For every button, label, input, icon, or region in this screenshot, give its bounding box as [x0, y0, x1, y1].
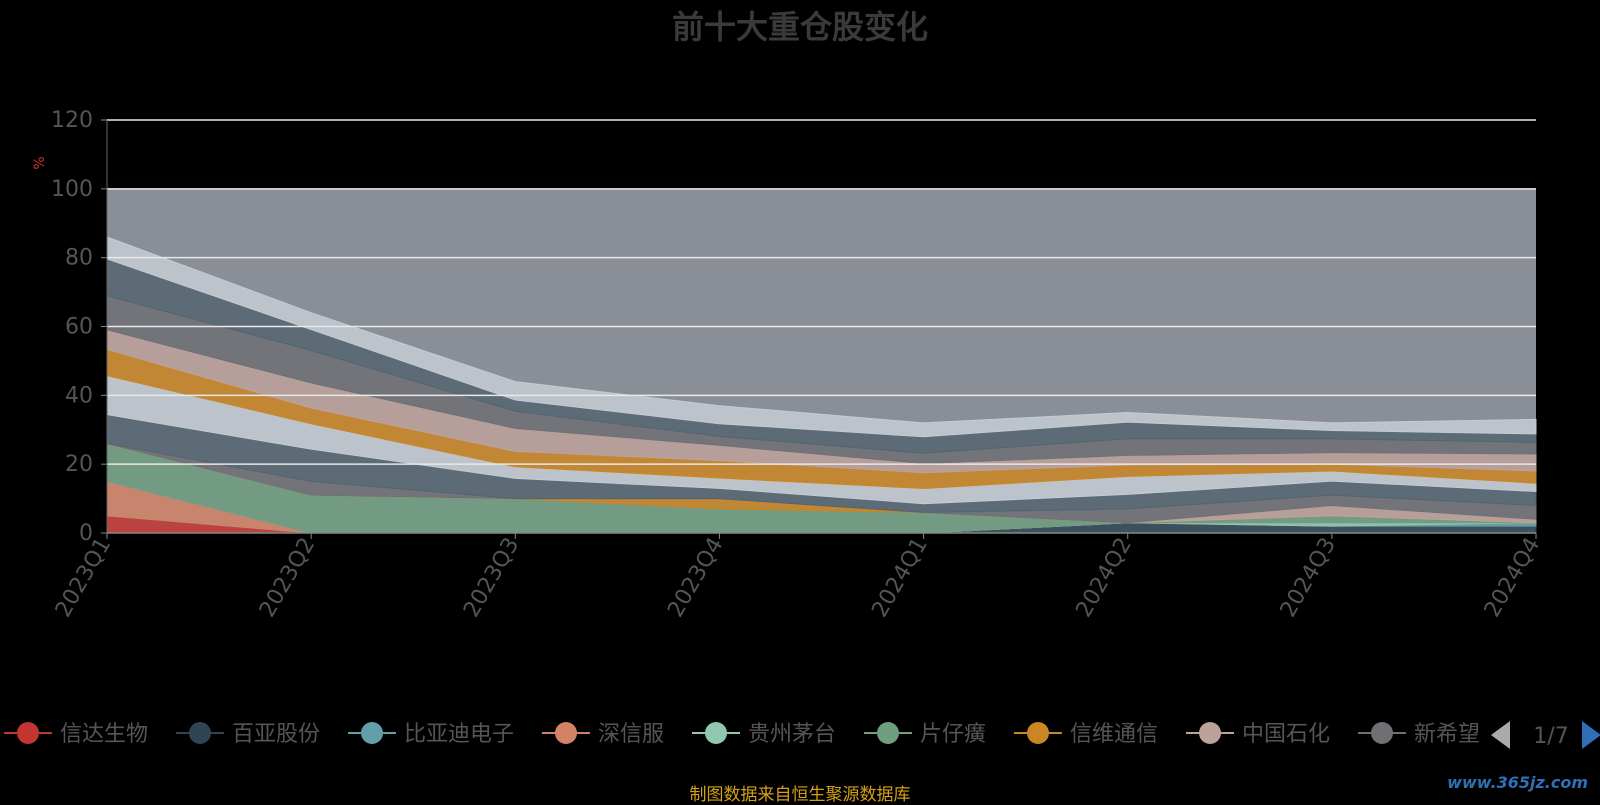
- x-tick-label: 2023Q1: [51, 534, 116, 622]
- legend-page-indicator: 1/7: [1533, 724, 1568, 749]
- legend-item[interactable]: 片仔癀: [864, 722, 986, 747]
- legend-item[interactable]: 百亚股份: [176, 722, 320, 747]
- legend-item[interactable]: 信达生物: [4, 722, 148, 747]
- x-tick-label: 2024Q4: [1480, 534, 1545, 622]
- legend-label: 信达生物: [60, 722, 148, 747]
- legend-prev-icon[interactable]: [1491, 721, 1510, 749]
- legend-item[interactable]: 比亚迪电子: [348, 722, 514, 747]
- x-tick-label: 2023Q4: [663, 534, 728, 622]
- area-series-group: [106, 236, 1537, 534]
- x-tick-label: 2024Q1: [867, 534, 932, 622]
- chart-title: 前十大重仓股变化: [672, 8, 928, 46]
- legend-item[interactable]: 贵州茅台: [692, 722, 836, 747]
- legend-label: 深信服: [598, 722, 664, 747]
- y-tick-label: 100: [51, 177, 93, 202]
- area-filler-6: [106, 236, 1537, 438]
- watermark: www.365jz.com: [1447, 773, 1588, 792]
- legend-label: 百亚股份: [232, 722, 320, 747]
- legend-marker: [555, 722, 577, 744]
- y-tick-label: 120: [51, 108, 93, 133]
- legend-label: 贵州茅台: [748, 722, 836, 747]
- legend-label: 信维通信: [1070, 722, 1158, 747]
- y-tick-label: 0: [79, 521, 93, 546]
- legend-marker: [17, 722, 39, 744]
- legend-marker: [1371, 722, 1393, 744]
- legend-label: 片仔癀: [920, 722, 986, 747]
- legend-item[interactable]: 新希望: [1358, 722, 1480, 747]
- x-tick-label: 2024Q3: [1276, 534, 1341, 622]
- x-tick-label: 2023Q2: [255, 534, 320, 622]
- legend-label: 比亚迪电子: [404, 722, 514, 747]
- legend: 信达生物 百亚股份 比亚迪电子 深信服 贵州茅台 片仔癀 信维通信 中国石化 新希望 1/7: [4, 721, 1600, 749]
- legend-marker: [361, 722, 383, 744]
- y-tick-label: 60: [65, 315, 93, 340]
- legend-next-icon[interactable]: [1582, 721, 1600, 749]
- legend-marker: [1199, 722, 1221, 744]
- legend-marker: [1027, 722, 1049, 744]
- legend-item[interactable]: 信维通信: [1014, 722, 1158, 747]
- y-tick-label: 40: [65, 383, 93, 408]
- source-note: 制图数据来自恒生聚源数据库: [689, 785, 911, 805]
- legend-marker: [189, 722, 211, 744]
- legend-marker: [705, 722, 727, 744]
- legend-item[interactable]: 深信服: [542, 722, 664, 747]
- x-tick-label: 2024Q2: [1072, 534, 1137, 622]
- y-tick-label: 80: [65, 246, 93, 271]
- legend-label: 新希望: [1414, 722, 1480, 747]
- y-axis-unit: %: [32, 156, 48, 169]
- legend-label: 中国石化: [1242, 722, 1330, 747]
- legend-marker: [877, 722, 899, 744]
- y-tick-label: 20: [65, 452, 93, 477]
- legend-item[interactable]: 中国石化: [1186, 722, 1330, 747]
- x-tick-label: 2023Q3: [459, 534, 524, 622]
